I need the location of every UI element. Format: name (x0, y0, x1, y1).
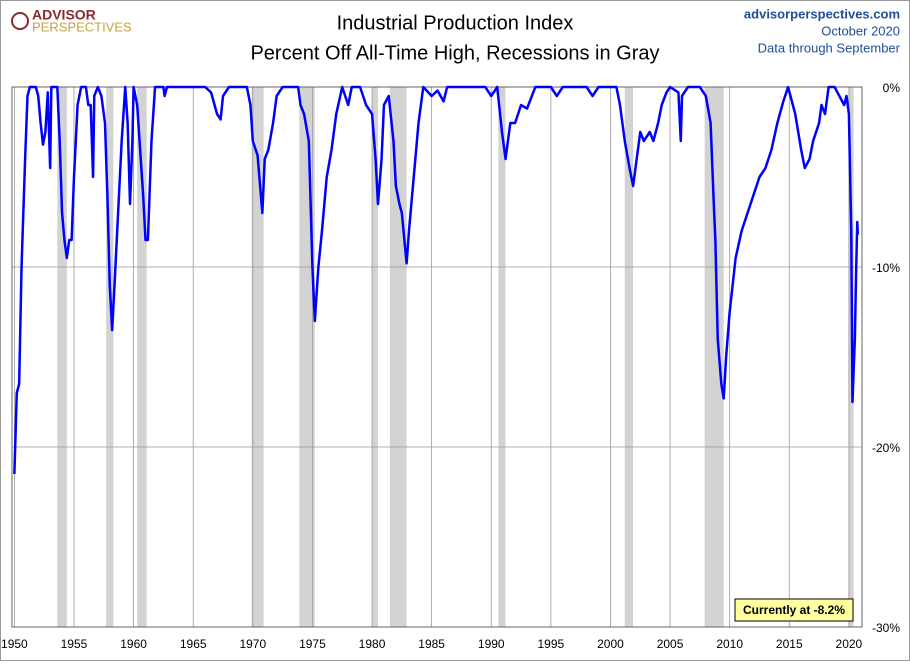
logo-icon (11, 12, 29, 30)
recession-band (57, 87, 67, 627)
x-tick-label: 1990 (478, 637, 505, 651)
x-tick-label: 1950 (1, 637, 28, 651)
recession-band (251, 87, 264, 627)
x-tick-label: 1960 (120, 637, 147, 651)
recession-band (137, 87, 147, 627)
source-date: October 2020 (821, 23, 900, 38)
plot-border (11, 86, 863, 628)
x-tick-label: 2015 (776, 637, 803, 651)
x-tick-label: 1995 (537, 637, 564, 651)
recession-band (498, 87, 506, 627)
recession-band (624, 87, 634, 627)
y-tick-label: -10% (872, 261, 900, 275)
x-tick-label: 2005 (657, 637, 684, 651)
plot-area: 1950 1955 1960 1965 1970 1975 1980 1985 1990 1995… (1, 81, 900, 651)
source-site: advisorperspectives.com (744, 6, 900, 21)
x-tick-label: 1975 (299, 637, 326, 651)
x-tick-label: 1965 (180, 637, 207, 651)
recession-band (106, 87, 114, 627)
chart-title: Industrial Production Index (337, 12, 574, 34)
recession-band (704, 87, 724, 627)
y-tick-label: -30% (872, 621, 900, 635)
x-tick-label: 1970 (239, 637, 266, 651)
x-tick-label: 1955 (61, 637, 88, 651)
recession-band (389, 87, 407, 627)
x-tick-label: 2020 (836, 637, 863, 651)
x-tick-label: 2000 (597, 637, 624, 651)
data-line (13, 85, 860, 475)
y-tick-label: -20% (872, 441, 900, 455)
source-note: Data through September (758, 40, 901, 55)
annotation: Currently at -8.2% (743, 603, 845, 617)
x-tick-label: 2010 (716, 637, 743, 651)
y-tick-label: 0% (883, 81, 901, 95)
annotation-box (734, 598, 854, 622)
x-tick-label: 1985 (418, 637, 445, 651)
logo-text: PERSPECTIVES (32, 19, 132, 34)
recession-band (372, 87, 378, 627)
logo-text: ADVISOR (32, 7, 96, 23)
x-tick-label: 1980 (359, 637, 386, 651)
chart-subtitle: Percent Off All-Time High, Recessions in… (250, 42, 659, 64)
